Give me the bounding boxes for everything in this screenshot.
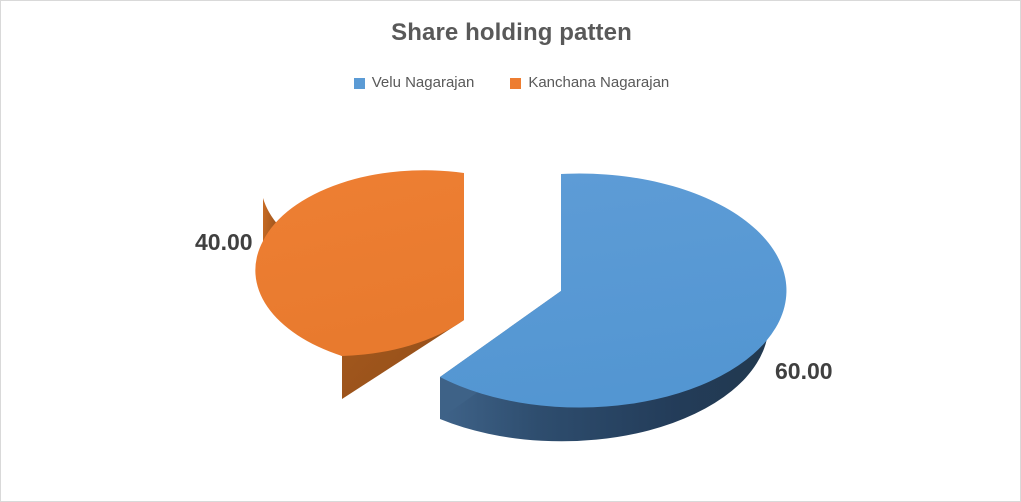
legend-swatch-orange-icon [510,77,522,89]
data-label-kanchana-nagarajan: 40.00 [195,229,253,255]
legend-label-kanchana-nagarajan: Kanchana Nagarajan [528,74,670,91]
pie-slice-blue-top [440,173,787,408]
pie-slice-orange-top [255,170,464,356]
chart-title: Share holding patten [391,19,632,46]
chart-legend[interactable]: Velu Nagarajan Kanchana Nagarajan [1,74,1020,91]
legend-label-velu-nagarajan: Velu Nagarajan [371,74,475,91]
legend-swatch-blue-icon [353,77,365,89]
data-label-velu-nagarajan: 60.00 [775,358,833,384]
pie-slice-blue-wall [440,291,768,442]
legend-item-kanchana-nagarajan[interactable]: Kanchana Nagarajan [510,75,669,91]
pie-slice-kanchana-nagarajan[interactable] [255,170,464,399]
pie-slice-velu-nagarajan[interactable] [440,173,787,442]
legend-item-velu-nagarajan[interactable]: Velu Nagarajan [353,74,475,91]
